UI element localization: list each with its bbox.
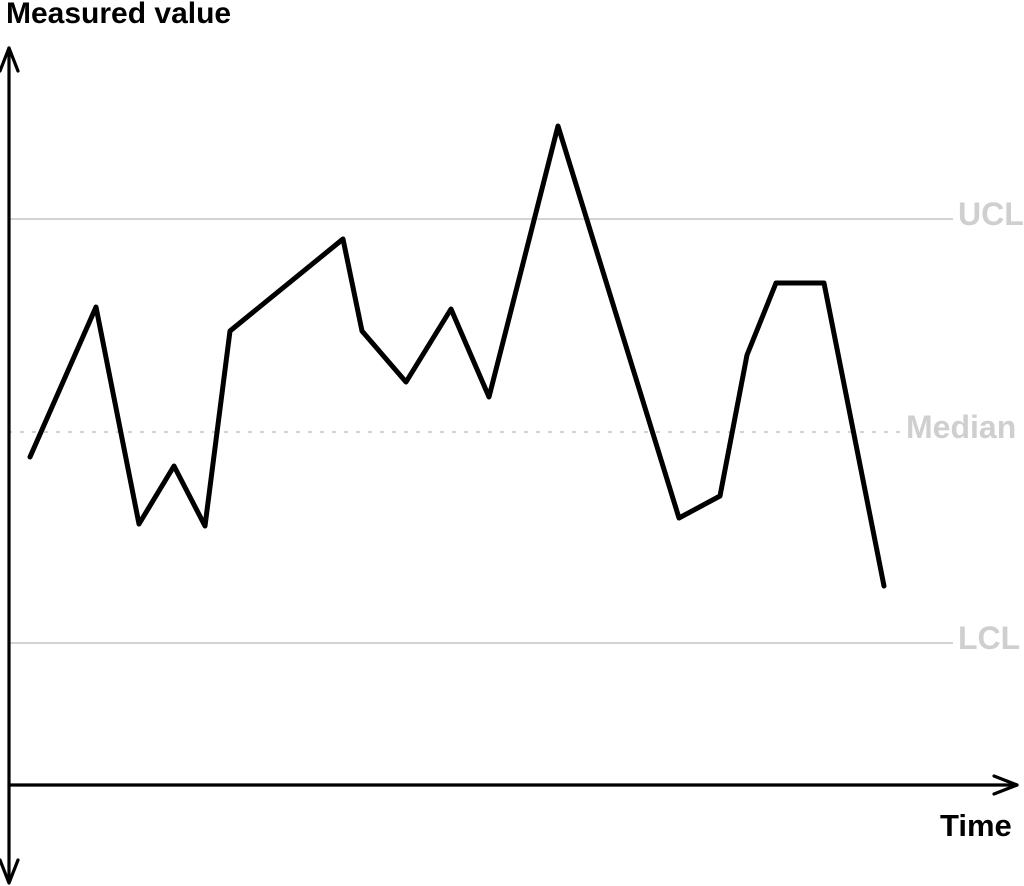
svg-text:Median: Median (906, 409, 1016, 445)
svg-text:LCL: LCL (958, 620, 1020, 656)
svg-text:UCL: UCL (958, 196, 1024, 232)
